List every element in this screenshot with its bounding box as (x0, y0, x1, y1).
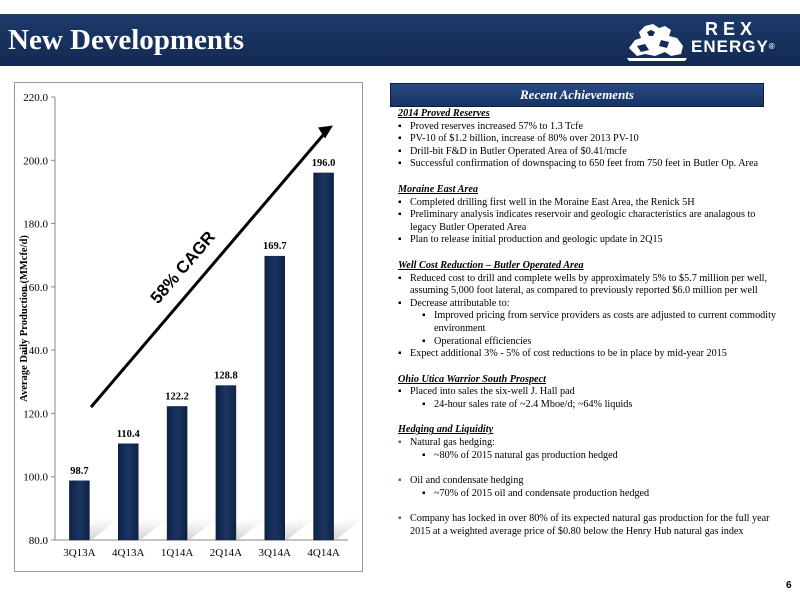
cagr-arrowhead (318, 125, 333, 139)
sub-bullet-item: Operational efficiencies (422, 336, 784, 349)
bar (264, 255, 285, 541)
y-tick-label: 200.0 (23, 155, 48, 167)
bullet-item: Company has locked in over 80% of its ex… (398, 513, 784, 538)
sub-bullet-list: 24-hour sales rate of ~2.4 Mboe/d; ~64% … (398, 399, 784, 412)
bar (215, 385, 237, 541)
bullet-item: Drill-bit F&D in Butler Operated Area of… (398, 146, 784, 159)
y-tick-label: 140.0 (23, 345, 48, 357)
page-title: New Developments (8, 24, 244, 56)
bar-value-label: 196.0 (312, 158, 336, 169)
x-tick-label: 3Q14A (259, 547, 291, 559)
bullet-item: Plan to release initial production and g… (398, 234, 784, 247)
y-tick-label: 220.0 (23, 92, 48, 104)
lion-emblem-icon (627, 24, 687, 61)
bar (166, 406, 188, 541)
bar-value-label: 122.2 (165, 391, 189, 402)
bullet-item: Proved reserves increased 57% to 1.3 Tcf… (398, 121, 784, 134)
bullet-item: Preliminary analysis indicates reservoir… (398, 209, 784, 234)
bullet-list: Proved reserves increased 57% to 1.3 Tcf… (398, 121, 784, 171)
production-bar-chart: 80.0 100.0 120.0 140.0 160.0 180.0 200.0 220.0 A… (19, 92, 362, 559)
recent-achievements-header: Recent Achievements (390, 83, 764, 107)
bar-value-label: 98.7 (70, 466, 88, 477)
bullet-item: Completed drilling first well in the Mor… (398, 197, 784, 210)
section-2: Well Cost Reduction – Butler Operated Ar… (398, 260, 784, 361)
section-heading: Ohio Utica Warrior South Prospect (398, 373, 546, 385)
production-chart: 80.0 100.0 120.0 140.0 160.0 180.0 200.0 220.0 A… (14, 82, 363, 572)
bullet-item: Expect additional 3% - 5% of cost reduct… (398, 348, 784, 361)
bar-value-label: 169.7 (263, 241, 287, 252)
sub-bullet-item: 24-hour sales rate of ~2.4 Mboe/d; ~64% … (422, 399, 784, 412)
y-tick-label: 160.0 (23, 282, 48, 294)
section-3: Ohio Utica Warrior South ProspectPlaced … (398, 374, 784, 412)
logo-wordmark: REX ENERGY® (691, 19, 776, 56)
y-axis-label: Average Daily Production (MMcfe/d) (19, 235, 30, 402)
bullet-list: Completed drilling first well in the Mor… (398, 197, 784, 247)
y-tick-label: 100.0 (23, 472, 48, 484)
bar (69, 480, 90, 541)
section-0: 2014 Proved Reserves Proved reserves incr… (398, 108, 784, 171)
bullet-list: Natural gas hedging:~80% of 2015 natural… (398, 437, 784, 539)
x-tick-label: 4Q14A (307, 547, 339, 559)
section-heading: Moraine East Area (398, 183, 479, 195)
bar-value-label: 110.4 (117, 429, 141, 440)
bullet-item: Decrease attributable to: (398, 298, 784, 311)
bullet-item: Reduced cost to drill and complete wells… (398, 273, 784, 298)
section-heading: Hedging and Liquidity (398, 424, 494, 436)
y-tick-label: 120.0 (23, 408, 48, 420)
rex-energy-logo: REX ENERGY® (625, 18, 797, 62)
sub-bullet-item: Improved pricing from service providers … (422, 310, 784, 335)
bullet-item: Successful confirmation of downspacing t… (398, 158, 784, 171)
cagr-arrow-line (89, 129, 329, 409)
recent-achievements-content: 2014 Proved Reserves Proved reserves incr… (398, 108, 784, 552)
sub-bullet-item: ~70% of 2015 oil and condensate producti… (422, 488, 784, 501)
sub-bullet-list: ~80% of 2015 natural gas production hedg… (398, 450, 784, 463)
bullet-list: Reduced cost to drill and complete wells… (398, 273, 784, 361)
bullet-list: Placed into sales the six-well J. Hall p… (398, 386, 784, 411)
title-bar: New Developments REX ENERGY® (0, 14, 800, 66)
bar (118, 443, 139, 541)
y-tick-label: 180.0 (23, 219, 48, 231)
bar-value-label: 128.8 (214, 371, 238, 382)
bullet-item: PV-10 of $1.2 billion, increase of 80% o… (398, 133, 784, 146)
x-tick-label: 1Q14A (161, 547, 193, 559)
sub-bullet-item: ~80% of 2015 natural gas production hedg… (422, 450, 784, 463)
bar (313, 172, 334, 541)
sub-bullet-list: ~70% of 2015 oil and condensate producti… (398, 488, 784, 501)
y-tick-label: 80.0 (29, 535, 49, 547)
section-4: Hedging and LiquidityNatural gas hedging… (398, 424, 784, 538)
x-tick-label: 4Q13A (112, 547, 144, 559)
section-heading: Well Cost Reduction – Butler Operated Ar… (398, 259, 584, 271)
cagr-annotation: 58% CAGR (147, 228, 219, 308)
bullet-item: Placed into sales the six-well J. Hall p… (398, 386, 784, 399)
page-number: 6 (786, 580, 792, 591)
x-tick-label: 2Q14A (210, 547, 242, 559)
bullet-item: Natural gas hedging: (398, 437, 784, 450)
sub-bullet-list: Improved pricing from service providers … (398, 310, 784, 348)
section-heading: 2014 Proved Reserves (398, 108, 490, 119)
x-tick-label: 3Q13A (63, 547, 95, 559)
section-1: Moraine East Area Completed drilling firs… (398, 184, 784, 247)
bullet-item: Oil and condensate hedging (398, 475, 784, 488)
